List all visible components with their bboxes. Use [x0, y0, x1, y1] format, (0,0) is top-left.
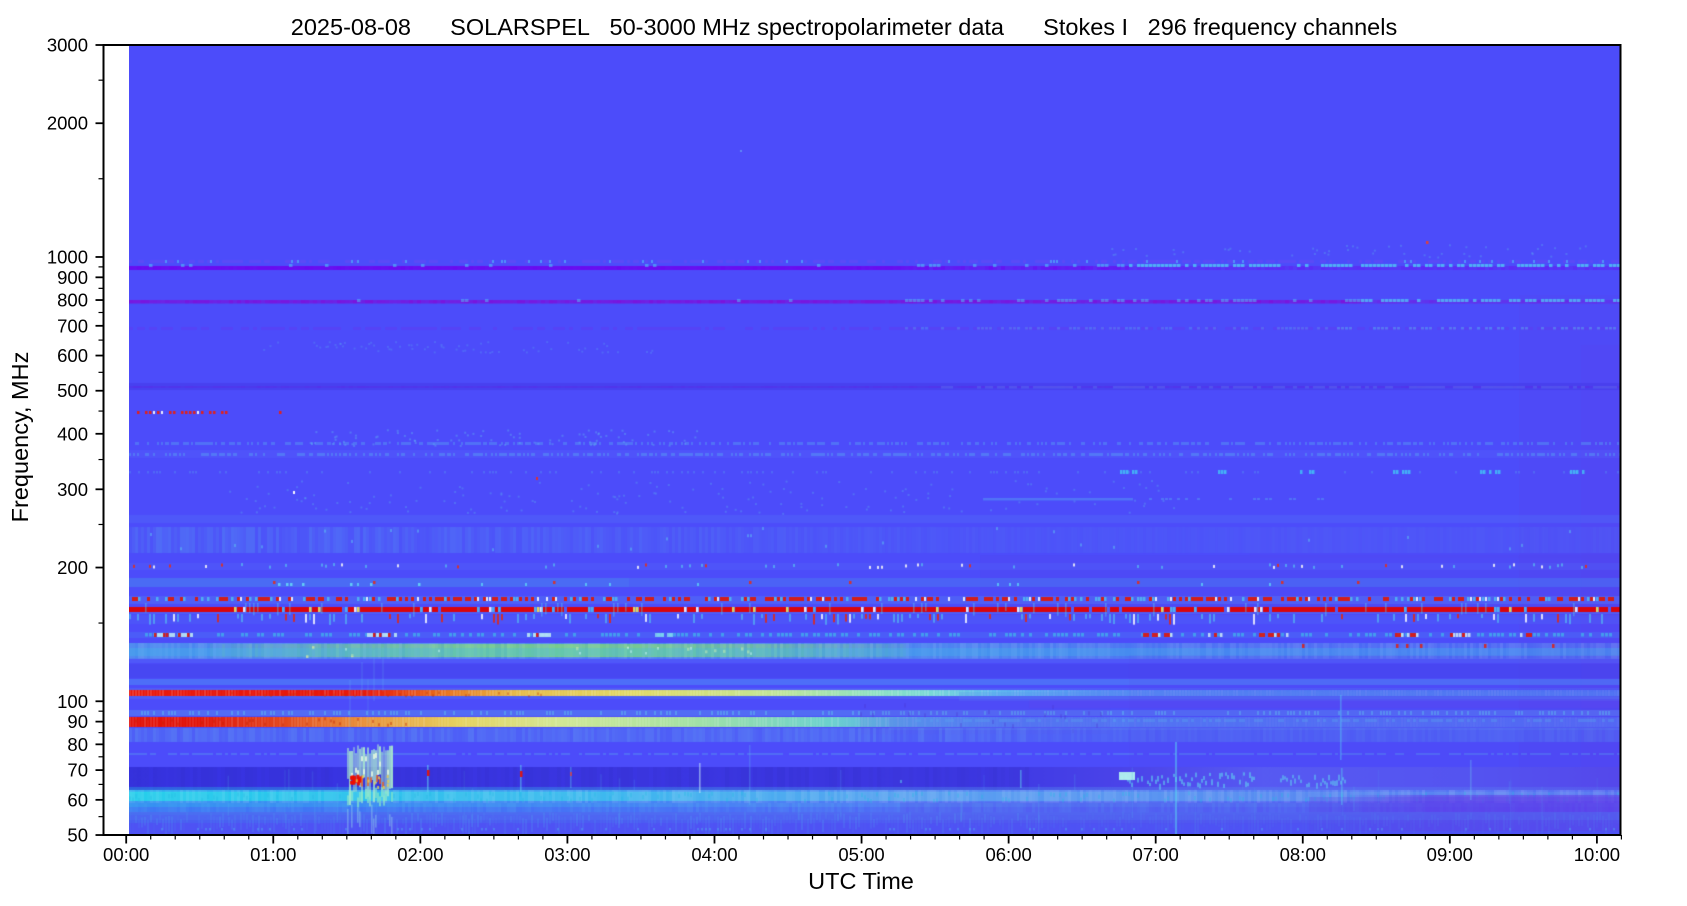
svg-text:UTC Time: UTC Time [808, 868, 914, 894]
svg-text:09:00: 09:00 [1427, 844, 1473, 865]
svg-text:01:00: 01:00 [250, 844, 296, 865]
svg-text:10:00: 10:00 [1574, 844, 1620, 865]
svg-text:04:00: 04:00 [691, 844, 737, 865]
svg-text:70: 70 [67, 760, 88, 781]
svg-text:08:00: 08:00 [1280, 844, 1326, 865]
svg-text:700: 700 [57, 315, 88, 336]
svg-text:05:00: 05:00 [838, 844, 884, 865]
svg-text:2000: 2000 [47, 113, 88, 134]
svg-text:1000: 1000 [47, 246, 88, 267]
svg-text:800: 800 [57, 290, 88, 311]
svg-text:Frequency, MHz: Frequency, MHz [7, 352, 33, 523]
svg-text:2025-08-08 SOLARSPEL 50: 2025-08-08 SOLARSPEL 50-3000 MHz spectro… [291, 14, 1397, 40]
svg-text:02:00: 02:00 [397, 844, 443, 865]
svg-text:60: 60 [67, 789, 88, 810]
svg-text:500: 500 [57, 380, 88, 401]
svg-text:80: 80 [67, 734, 88, 755]
svg-text:00:00: 00:00 [103, 844, 149, 865]
svg-text:06:00: 06:00 [985, 844, 1031, 865]
svg-text:3000: 3000 [47, 35, 88, 56]
svg-text:400: 400 [57, 423, 88, 444]
svg-text:90: 90 [67, 711, 88, 732]
svg-text:07:00: 07:00 [1133, 844, 1179, 865]
svg-text:300: 300 [57, 479, 88, 500]
svg-text:03:00: 03:00 [544, 844, 590, 865]
svg-text:100: 100 [57, 691, 88, 712]
svg-text:200: 200 [57, 557, 88, 578]
svg-text:900: 900 [57, 267, 88, 288]
svg-text:600: 600 [57, 345, 88, 366]
svg-text:50: 50 [67, 825, 88, 846]
